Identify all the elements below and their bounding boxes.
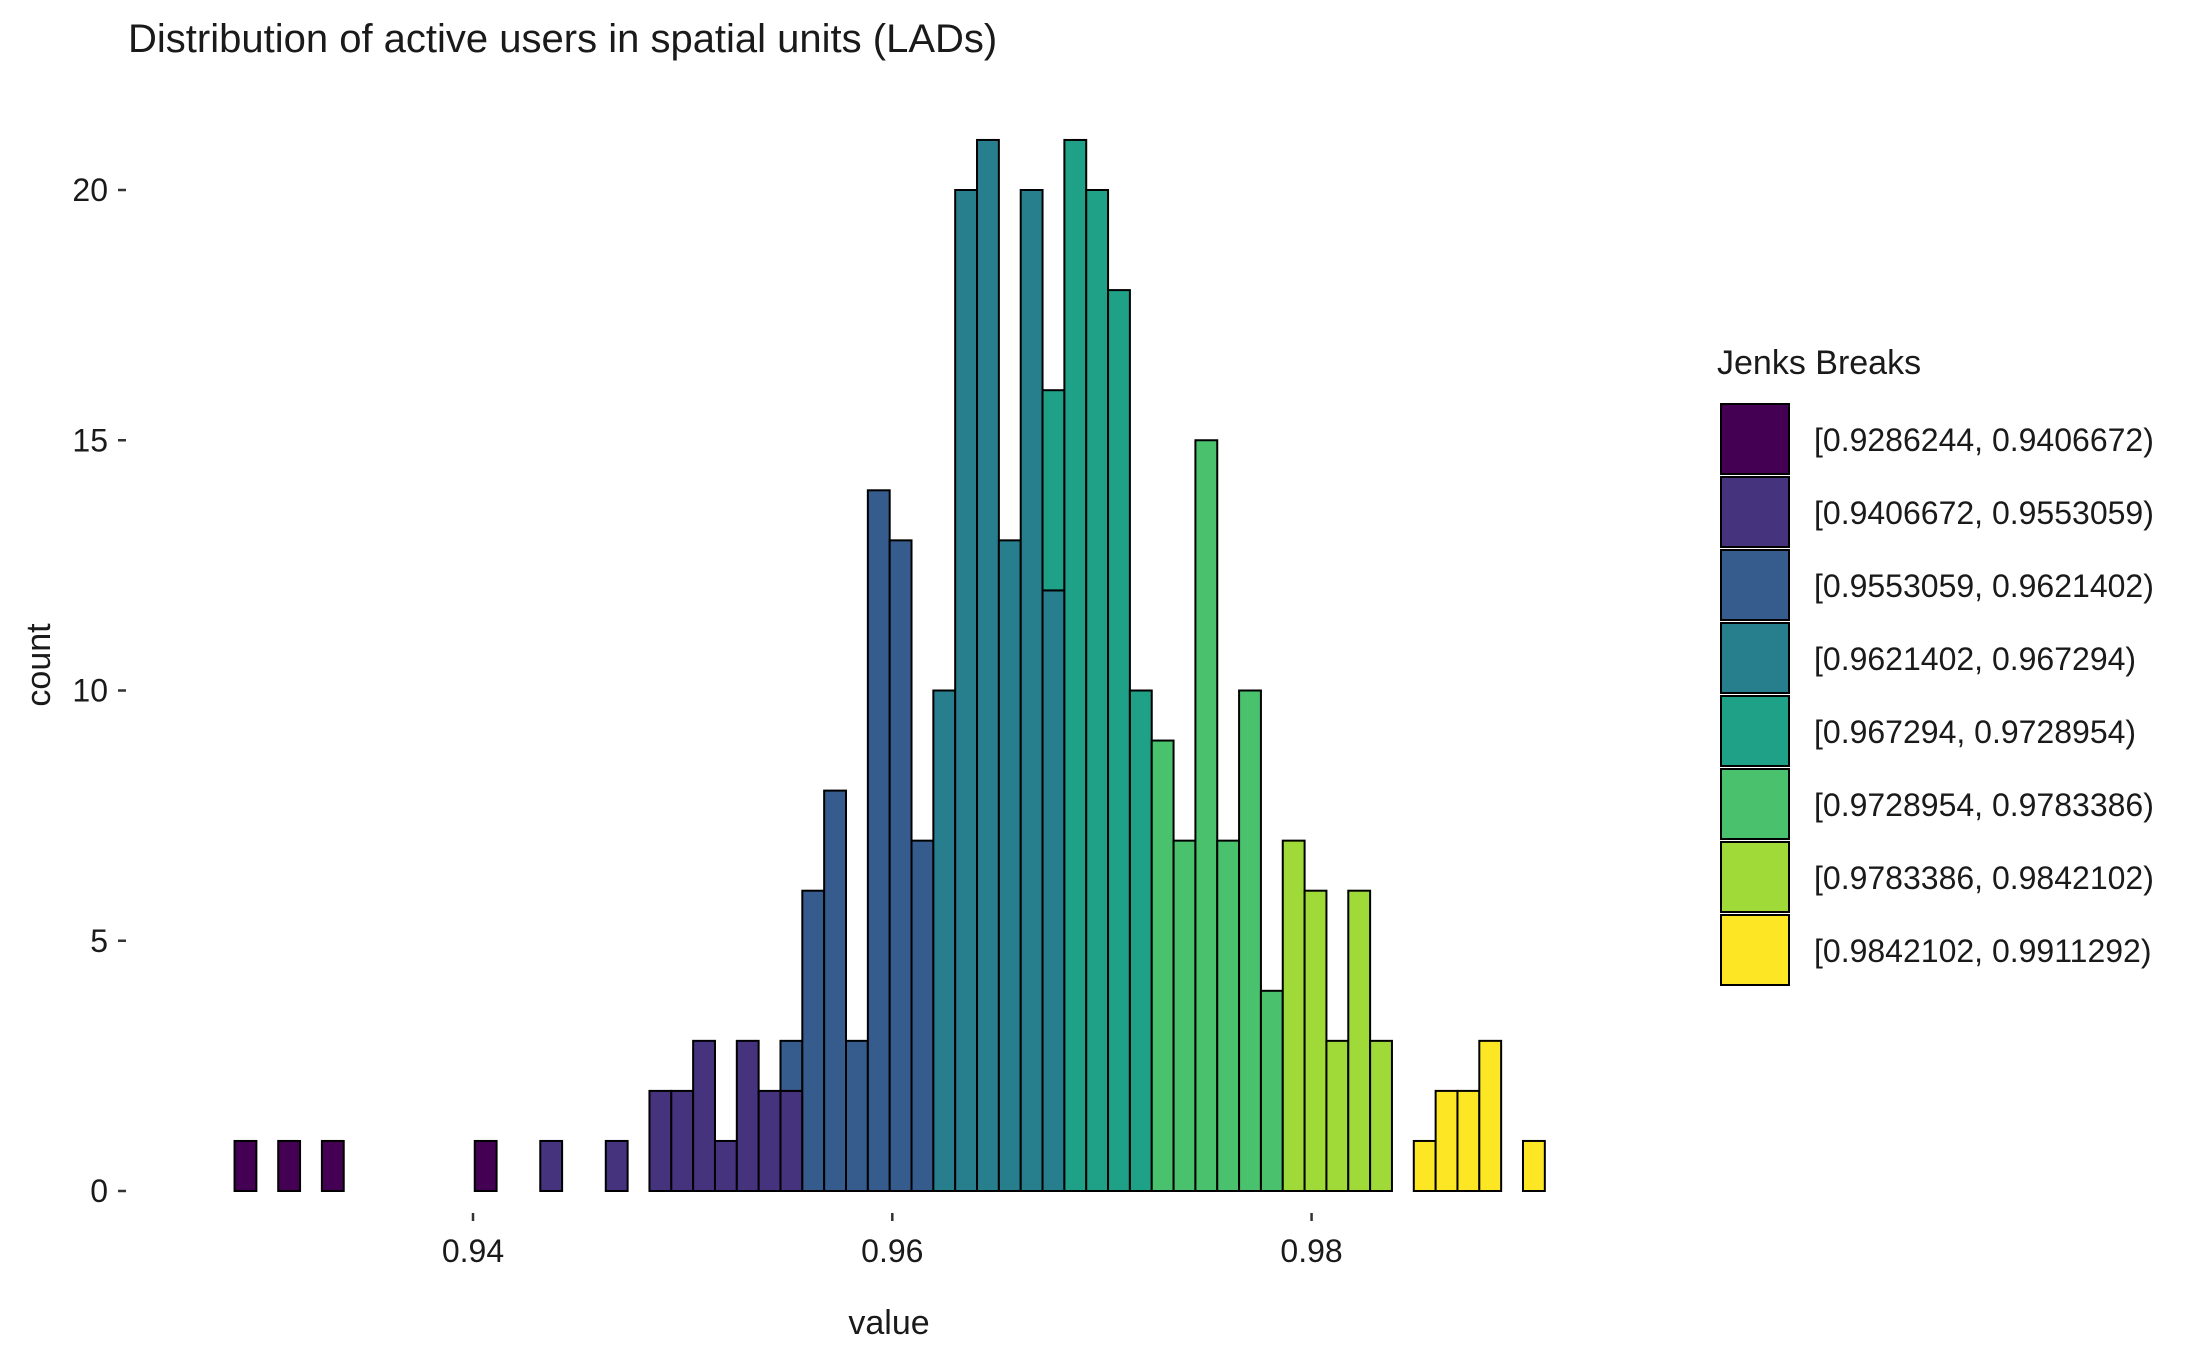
histogram-bar — [1128, 689, 1153, 1192]
legend-label: [0.9842102, 0.9911292) — [1814, 933, 2151, 969]
legend-label: [0.9406672, 0.9553059) — [1814, 495, 2154, 531]
legend-key — [1720, 476, 1790, 548]
histogram-bar — [1172, 839, 1197, 1193]
legend-title: Jenks Breaks — [1717, 344, 1921, 382]
legend-label: [0.9728954, 0.9783386) — [1814, 787, 2154, 823]
legend-label: [0.9621402, 0.967294) — [1814, 641, 2136, 677]
histogram-bar — [1303, 889, 1328, 1192]
x-tick-label: 0.96 — [861, 1233, 923, 1269]
histogram-bar — [648, 1089, 673, 1193]
histogram-bar — [1521, 1139, 1546, 1192]
histogram-bar — [1434, 1089, 1459, 1193]
legend-key — [1720, 695, 1790, 767]
histogram-bar — [910, 839, 935, 1193]
histogram-bar — [233, 1139, 258, 1192]
histogram-bar — [670, 1089, 695, 1193]
histogram-bar — [845, 1039, 869, 1192]
legend-label: [0.9286244, 0.9406672) — [1814, 422, 2154, 458]
legend-label: [0.9553059, 0.9621402) — [1814, 568, 2154, 604]
histogram-bar — [976, 138, 1000, 1193]
histogram-bar — [801, 889, 826, 1192]
y-tick-label: 10 — [72, 673, 108, 709]
y-tick-label: 20 — [72, 172, 108, 208]
histogram-bar — [1041, 589, 1066, 1192]
histogram-bar — [713, 1139, 738, 1192]
histogram-bar — [539, 1139, 564, 1192]
histogram-bar — [1150, 739, 1175, 1192]
y-tick-label: 15 — [72, 422, 108, 458]
legend-key — [1720, 403, 1790, 475]
legend-label: [0.967294, 0.9728954) — [1814, 714, 2136, 750]
histogram-bar — [888, 539, 913, 1192]
x-tick-label: 0.94 — [442, 1233, 504, 1269]
legend-label: [0.9783386, 0.9842102) — [1814, 860, 2154, 896]
histogram-bar — [1478, 1039, 1503, 1192]
histogram-bar — [779, 1089, 804, 1193]
histogram-bar — [1325, 1039, 1350, 1192]
x-axis: 0.94 0.96 0.98 — [442, 1213, 1343, 1269]
histogram-bar — [277, 1139, 302, 1192]
histogram-bar — [692, 1039, 716, 1192]
histogram-bar — [1281, 839, 1306, 1193]
histogram-bar — [473, 1139, 498, 1192]
legend-key — [1720, 914, 1790, 986]
histogram-bar — [1019, 189, 1044, 1192]
histogram-bar — [1041, 389, 1066, 592]
histogram-bar — [1216, 839, 1241, 1193]
legend-key — [1720, 841, 1790, 913]
histogram-bar — [1063, 138, 1088, 1193]
histogram-bar — [320, 1139, 345, 1192]
y-axis-title: count — [20, 623, 58, 707]
histogram-bar — [1107, 289, 1131, 1193]
histogram-bar — [779, 1039, 804, 1092]
histogram-bar — [823, 789, 848, 1192]
y-axis: 0 5 10 15 20 — [72, 172, 126, 1209]
histogram-bar — [1412, 1139, 1437, 1192]
histogram-bar — [997, 539, 1022, 1192]
histogram-bar — [735, 1039, 760, 1192]
x-axis-title: value — [848, 1304, 929, 1342]
histogram-bar — [1085, 189, 1110, 1192]
histogram-bar — [1259, 989, 1284, 1192]
y-tick-label: 5 — [90, 923, 108, 959]
histogram-bar — [757, 1089, 782, 1193]
bars-layer — [233, 138, 1546, 1193]
histogram-bar — [1369, 1039, 1393, 1192]
histogram-bar — [1194, 439, 1219, 1192]
histogram-bar — [866, 489, 891, 1192]
y-tick-label: 0 — [90, 1173, 108, 1209]
legend-key — [1720, 622, 1790, 694]
histogram-bar — [932, 689, 957, 1192]
histogram-bar — [604, 1139, 629, 1192]
histogram-bar — [1456, 1089, 1481, 1193]
histogram-bar — [1238, 689, 1262, 1192]
legend-key — [1720, 768, 1790, 840]
histogram-bar — [954, 189, 979, 1192]
histogram-bar — [1347, 889, 1372, 1192]
legend: Jenks Breaks [0.9286244, 0.9406672) [0.94… — [1717, 344, 2154, 986]
legend-key — [1720, 549, 1790, 621]
chart-title: Distribution of active users in spatial … — [128, 17, 997, 61]
x-tick-label: 0.98 — [1280, 1233, 1342, 1269]
